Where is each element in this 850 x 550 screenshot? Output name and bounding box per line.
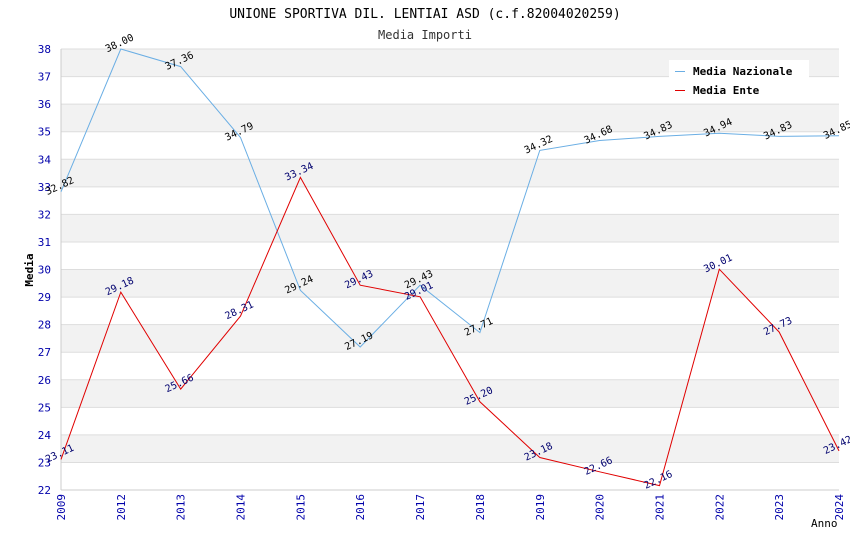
y-tick-label: 32 [38,208,51,221]
y-tick-label: 23 [38,456,51,469]
x-tick-label: 2018 [474,494,487,521]
grid-band [61,159,839,187]
x-tick-label: 2012 [115,494,128,521]
legend-label-ente: Media Ente [693,83,760,97]
chart-subtitle: Media Importi [378,28,472,42]
x-tick-label: 2020 [594,494,607,521]
y-tick-label: 29 [38,291,51,304]
y-tick-label: 24 [38,429,52,442]
series-line-ente [60,176,840,487]
grid-band [61,379,839,408]
grid-band [61,104,839,132]
x-tick-label: 2016 [354,494,367,521]
y-tick-label: 35 [38,126,51,139]
y-tick-label: 37 [38,71,51,84]
grid-band [61,186,839,215]
x-tick-label: 2021 [653,494,666,521]
grid-band [61,131,839,160]
x-tick-labels: 2009 2012 2013 2014 2015 2016 2017 2018 2019 2020… [55,494,846,521]
y-tick-label: 33 [38,181,51,194]
grid-lines [61,48,839,491]
legend-item-ente: Media Ente [675,81,759,99]
x-tick-label: 2009 [55,494,68,521]
y-tick-label: 38 [38,43,51,56]
y-axis-label: Media [23,253,36,286]
legend-item-nazionale: Media Nazionale [675,62,792,80]
grid-band [61,297,839,325]
grid-band [61,241,839,270]
y-tick-label: 31 [38,236,51,249]
legend-label-nazionale: Media Nazionale [693,64,793,78]
series-lines [60,48,840,487]
legend-swatch-ente [675,89,685,91]
grid-band [61,352,839,380]
legend-swatch-nazionale [675,70,685,72]
grid-band [61,462,839,490]
grid-band [61,214,839,242]
grid-bands [61,49,839,490]
x-tick-label: 2013 [175,494,188,521]
y-tick-label: 27 [38,346,51,359]
grid-band [61,434,839,463]
x-tick-label: 2014 [235,494,248,521]
grid-band [61,407,839,435]
y-tick-label: 36 [38,98,51,111]
y-tick-label: 28 [38,319,51,332]
x-tick-label: 2023 [773,494,786,521]
y-tick-label: 22 [38,484,51,497]
x-tick-label: 2017 [414,494,427,521]
series-line-nazionale [60,48,840,348]
x-tick-label: 2022 [713,494,726,521]
y-tick-label: 25 [38,401,51,414]
y-tick-label: 30 [38,264,51,277]
y-tick-labels: 22 23 24 25 26 27 28 29 30 31 32 33 34 35 36 37 38 [38,43,52,497]
y-tick-label: 34 [38,153,52,166]
y-tick-label: 26 [38,374,51,387]
grid-band [61,324,839,353]
x-tick-label: 2019 [534,494,547,521]
x-tick-label: 2024 [833,494,846,521]
x-axis-label: Anno [811,517,838,530]
grid-band [61,269,839,298]
chart-title: UNIONE SPORTIVA DIL. LENTIAI ASD (c.f.82… [229,7,620,22]
legend: Media Nazionale Media Ente [669,60,809,102]
x-tick-label: 2015 [294,494,307,521]
